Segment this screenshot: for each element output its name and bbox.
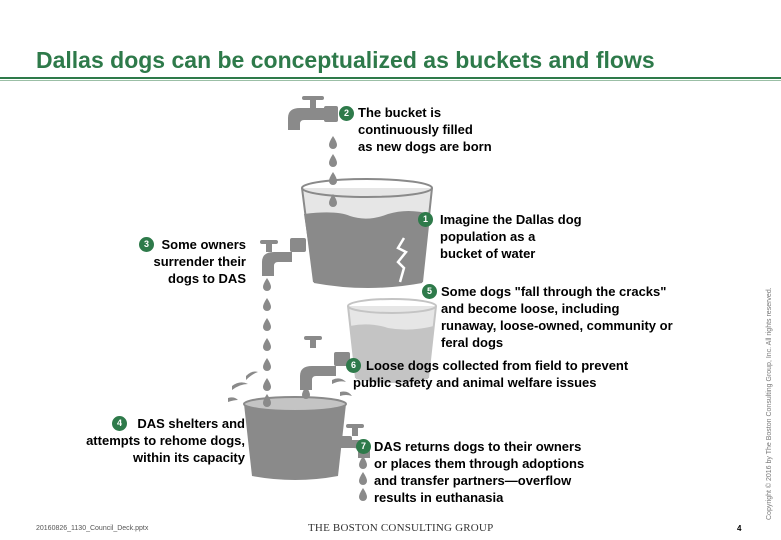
page-title: Dallas dogs can be conceptualized as buc… [36, 47, 655, 73]
callout-4-badge: 4 [112, 416, 127, 431]
faucet-icon [260, 238, 306, 276]
water-drop-icon [359, 456, 367, 469]
callout-text: and transfer partners—overflow [374, 473, 572, 488]
callout-text: feral dogs [441, 335, 504, 350]
callout-6: Loose dogs collected from field to preve… [353, 357, 629, 391]
bucket-icon [301, 178, 433, 288]
faucet-icon [288, 96, 338, 130]
company-logo-text: THE BOSTON CONSULTING GROUP [308, 522, 494, 534]
water-drop-group [263, 136, 367, 501]
callout-text: population as a [440, 229, 536, 244]
callout-text: Imagine the Dallas dog [440, 212, 582, 227]
water-drop-icon [359, 472, 367, 485]
callout-4: DAS shelters and attempts to rehome dogs… [60, 415, 245, 466]
callout-text: and become loose, including [441, 301, 620, 316]
water-drop-icon [263, 378, 271, 391]
water-drop-icon [263, 298, 271, 311]
callout-text: Some dogs "fall through the cracks" [441, 284, 667, 299]
callout-text: results in euthanasia [374, 490, 504, 505]
title-divider [0, 77, 781, 79]
title-divider-thin [0, 80, 781, 81]
water-drop-icon [263, 358, 271, 371]
callout-text: within its capacity [133, 450, 245, 465]
callout-text: as new dogs are born [358, 139, 492, 154]
water-drop-icon [263, 394, 271, 407]
callout-text: attempts to rehome dogs, [86, 433, 245, 448]
callout-text: continuously filled [358, 122, 473, 137]
callout-text: dogs to DAS [168, 271, 246, 286]
water-drop-icon [359, 488, 367, 501]
water-drop-icon [263, 318, 271, 331]
water-drop-icon [263, 278, 271, 291]
faucet-icon [300, 336, 350, 390]
callout-text: The bucket is [358, 105, 442, 120]
callout-text: public safety and animal welfare issues [353, 375, 597, 390]
splash-icon [228, 371, 352, 402]
footer-filename: 20160826_1130_Council_Deck.pptx [36, 525, 149, 532]
water-drop-icon [329, 172, 337, 185]
water-drop-icon [329, 136, 337, 149]
callout-text: runaway, loose-owned, community or [441, 318, 673, 333]
callout-3-badge: 3 [139, 237, 154, 252]
callout-text: DAS returns dogs to their owners [374, 439, 582, 454]
callout-text: Some owners [161, 237, 246, 252]
callout-7-badge: 7 [356, 439, 371, 454]
water-drop-icon [302, 386, 310, 399]
callout-1: Imagine the Dallas dog population as a b… [440, 211, 582, 262]
page-number: 4 [737, 524, 742, 533]
callout-text: or places them through adoptions [374, 456, 585, 471]
callout-3: Some owners surrender their dogs to DAS [146, 236, 246, 287]
callout-text: Loose dogs collected from field to preve… [366, 358, 629, 373]
callout-1-badge: 1 [418, 212, 433, 227]
callout-text: bucket of water [440, 246, 536, 261]
crack-icon [396, 237, 408, 283]
bucket-icon [243, 396, 347, 480]
copyright-notice: Copyright © 2016 by The Boston Consultin… [766, 287, 773, 520]
water-drop-icon [329, 154, 337, 167]
callout-5-badge: 5 [422, 284, 437, 299]
water-drop-icon [329, 194, 337, 207]
callout-6-badge: 6 [346, 358, 361, 373]
callout-7: DAS returns dogs to their owners or plac… [374, 438, 584, 506]
callout-5: Some dogs "fall through the cracks" and … [441, 283, 673, 351]
callout-2-badge: 2 [339, 106, 354, 121]
callout-text: surrender their [153, 254, 246, 269]
water-drop-icon [263, 338, 271, 351]
callout-text: DAS shelters and [137, 416, 245, 431]
callout-2: The bucket is continuously filled as new… [358, 104, 492, 155]
